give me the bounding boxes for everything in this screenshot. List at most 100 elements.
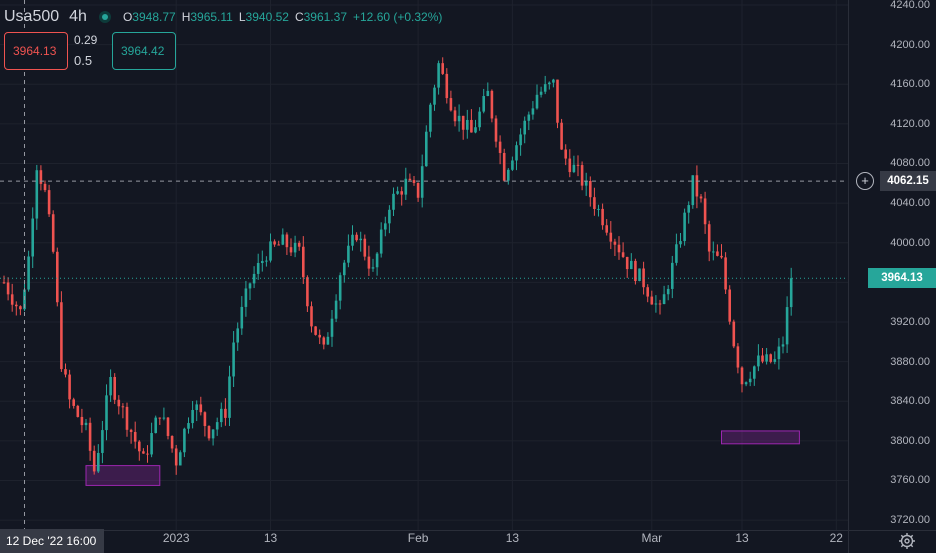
candle-body [699,196,703,199]
add-alert-plus-icon[interactable]: + [856,172,874,191]
candle-body [441,63,444,74]
candle-body [445,73,449,99]
candle-body [449,98,453,111]
candle-body [19,306,22,310]
candle-body [359,238,362,241]
candle-body [785,307,789,345]
candle-body [367,256,371,269]
candle-body [388,209,391,224]
crosshair-time-label: 12 Dec '22 16:00 [0,529,105,553]
gear-icon[interactable] [898,532,916,550]
candle-body [224,408,227,418]
candle-body [691,175,695,206]
candle-body [605,225,608,233]
candle-body [470,119,473,133]
quantity-value[interactable]: 0.5 [74,53,93,68]
candle-body [76,405,80,417]
candle-body [248,283,252,289]
candle-body [256,263,260,274]
candle-body [507,169,510,181]
price-tick-label: 4200.00 [890,38,930,51]
symbol-legend: Usa500 4h O 3948.77 H 3965.11 L 3940.52 … [4,6,448,28]
price-tick-label: 3880.00 [890,355,930,368]
candle-body [593,197,596,209]
candle-body [10,294,14,305]
candle-body [306,277,309,307]
candle-body [43,183,47,191]
candle-body [412,180,416,183]
candle-body [638,268,641,282]
candle-body [220,408,223,423]
candle-body [195,404,198,410]
candle-body [408,178,412,181]
candle-body [363,238,367,257]
candle-body [146,453,149,455]
candle-body [183,428,186,453]
price-tick-label: 3800.00 [890,434,930,447]
candle-body [60,302,63,370]
candle-body [142,451,145,454]
candle-body [228,376,231,418]
high-value: 3965.11 [190,10,233,24]
candle-body [556,79,559,123]
candle-body [51,214,55,252]
candle-body [261,261,264,264]
candle-body [515,145,518,161]
candle-body [297,242,301,247]
candle-body [273,241,276,245]
candle-body [740,367,744,385]
candle-body [769,354,772,362]
candle-body [88,422,92,451]
candle-body [314,326,317,335]
candle-body [138,441,141,452]
candle-body [478,111,481,128]
candle-body [117,399,121,407]
candle-body [232,342,235,377]
candle-body [695,175,699,197]
candle-body [371,267,375,269]
candle-body [326,336,330,345]
candle-body [765,354,768,362]
candle-body [589,180,592,198]
candle-body [199,404,203,413]
price-tick-label: 4000.00 [890,236,930,249]
time-tick-label: 22 [829,531,843,545]
candle-body [625,256,629,270]
candle-body [150,433,153,455]
candle-body [687,205,690,213]
candle-body [400,191,403,195]
candle-body [179,452,182,466]
candle-body [425,131,428,167]
candle-body [539,91,543,95]
candle-body [404,178,408,195]
candle-body [474,127,477,133]
price-tick-label: 4240.00 [890,0,930,11]
candle-body [748,378,752,383]
low-value: 3940.52 [245,10,289,24]
candle-body [761,355,764,362]
candle-body [80,416,84,426]
symbol-name[interactable]: Usa500 [4,8,60,25]
candle-body [519,134,522,146]
time-tick-label: 13 [505,531,520,545]
candle-body [429,104,432,132]
candle-body [166,417,170,436]
timeframe-label[interactable]: 4h [69,8,87,25]
close-key: C [294,10,304,24]
buy-button[interactable]: 3964.42 [112,32,176,70]
candle-body [552,79,555,83]
candle-body [683,212,686,242]
candle-body [662,294,666,305]
price-tick-label: 4120.00 [890,117,930,130]
candle-body [728,289,731,322]
candle-body [355,234,358,241]
candle-body [129,429,133,432]
candle-body [720,255,723,258]
candle-body [535,94,539,109]
sell-button[interactable]: 3964.13 [4,32,68,70]
price-tick-label: 3920.00 [890,315,930,328]
candle-body [211,429,215,439]
candle-body [646,287,649,297]
